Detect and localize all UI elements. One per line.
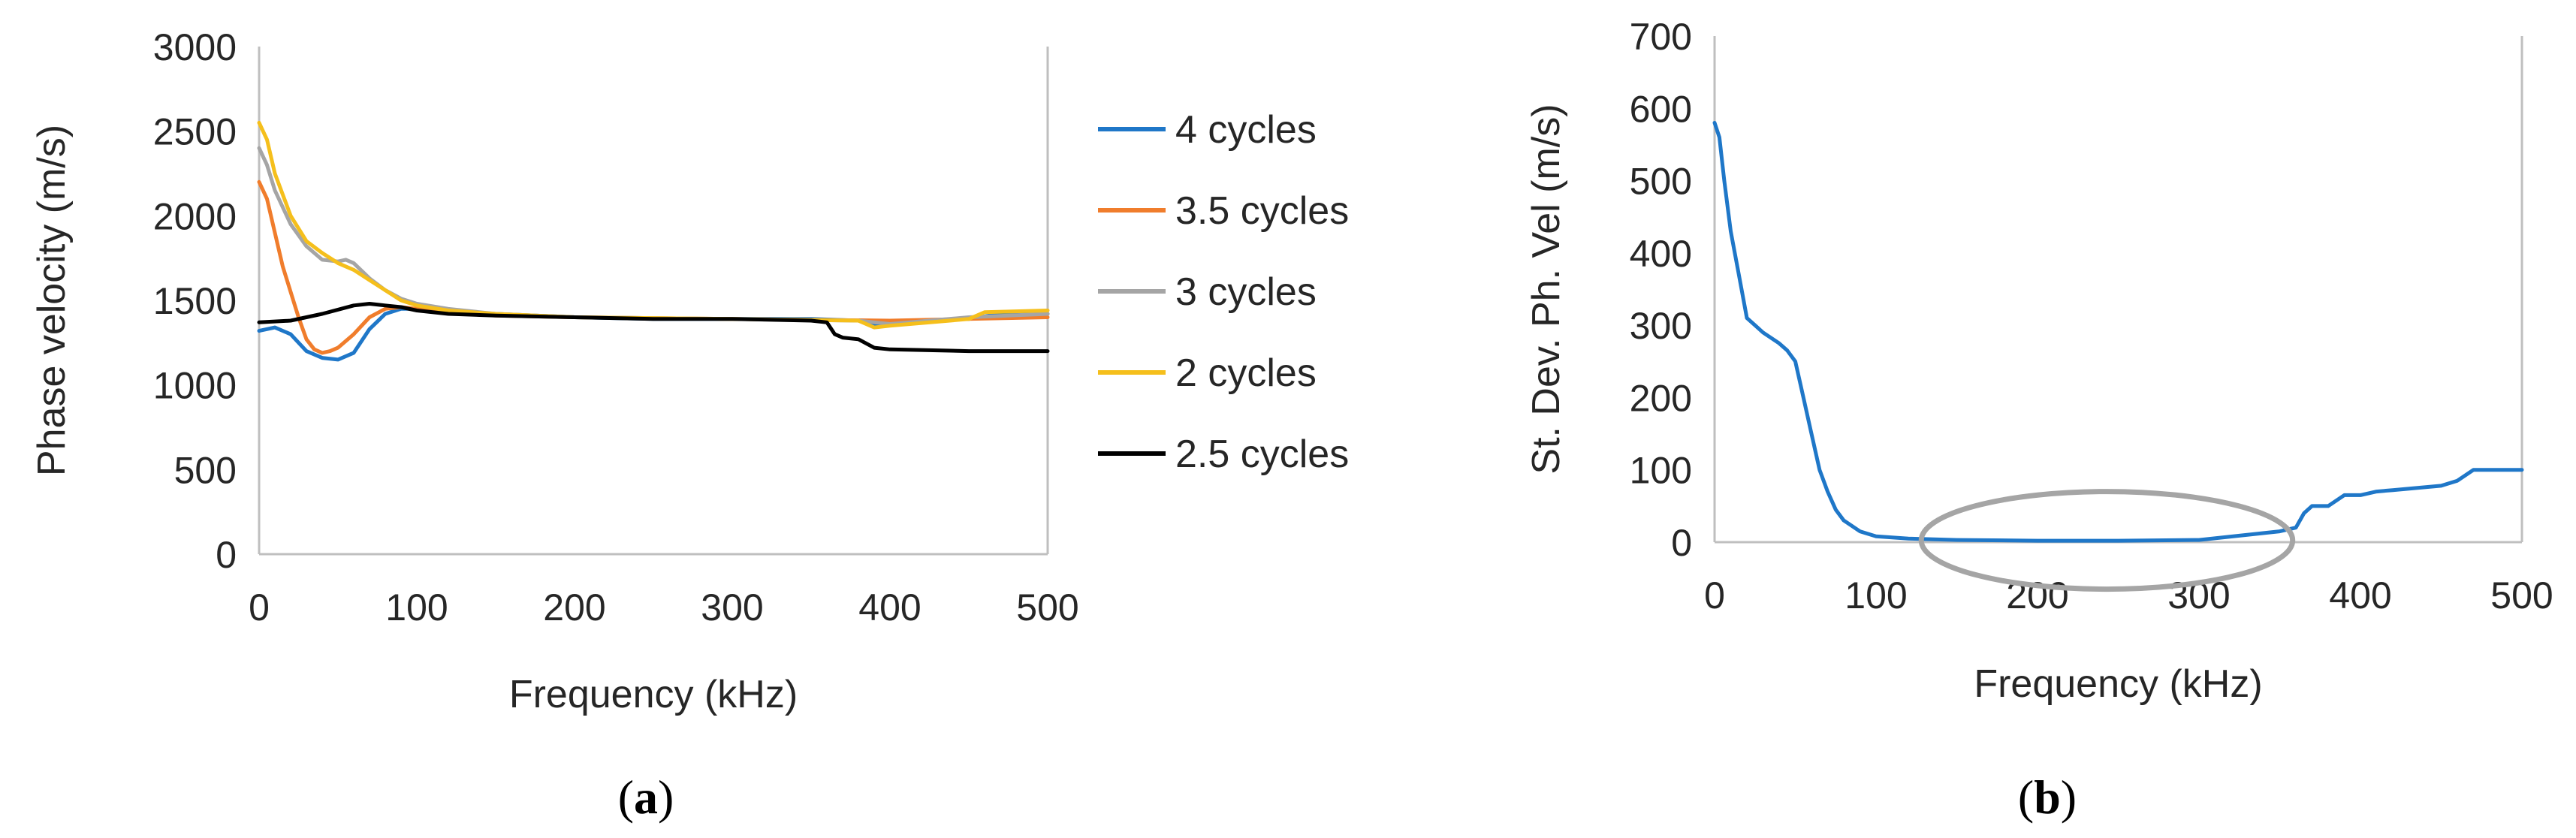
x-tick-label: 500 (1016, 586, 1078, 628)
y-tick-label: 400 (1630, 233, 1692, 275)
x-tick-label: 200 (543, 586, 605, 628)
legend-label: 3 cycles (1175, 270, 1317, 314)
legend-label: 3.5 cycles (1175, 189, 1349, 233)
y-tick-label: 2000 (153, 195, 237, 237)
panel-label-b: (b) (2018, 770, 2077, 824)
y-axis-title-a: Phase velocity (m/s) (30, 125, 74, 476)
y-axis-title-b: St. Dev. Ph. Vel (m/s) (1525, 104, 1568, 474)
y-tick-label: 300 (1630, 305, 1692, 347)
y-tick-label: 3000 (153, 26, 237, 68)
series-line-3-cycles (257, 146, 1050, 326)
series-line-2-5-cycles (257, 302, 1050, 354)
legend-label: 2 cycles (1175, 351, 1317, 395)
legend-label: 4 cycles (1175, 108, 1317, 152)
y-tick-label: 0 (216, 534, 237, 576)
x-tick-label: 0 (249, 586, 270, 628)
x-tick-label: 100 (1845, 574, 1907, 616)
y-tick-label: 200 (1630, 377, 1692, 419)
y-tick-label: 700 (1630, 16, 1692, 58)
panel-label-a-letter: a (634, 770, 658, 824)
x-tick-label: 300 (701, 586, 763, 628)
x-tick-label: 0 (1704, 574, 1725, 616)
y-tick-labels-b: 0 100 200 300 400 500 600 700 (1630, 16, 1692, 564)
y-tick-label: 0 (1671, 522, 1692, 564)
chart-a: 0 500 1000 1500 2000 2500 3000 0 100 200 300 400 50… (30, 26, 1349, 824)
x-tick-label: 100 (385, 586, 448, 628)
x-tick-labels-a: 0 100 200 300 400 500 (249, 586, 1079, 628)
highlight-ellipse-b (1918, 489, 2296, 592)
y-tick-label: 1000 (153, 365, 237, 407)
x-tick-label: 400 (2329, 574, 2391, 616)
series-group-b (1712, 121, 2524, 543)
panel-label-b-letter: b (2034, 770, 2061, 824)
y-tick-label: 2500 (153, 111, 237, 153)
x-axis-title-a: Frequency (kHz) (509, 673, 798, 716)
y-tick-label: 500 (1630, 161, 1692, 203)
series-line-2-cycles (257, 120, 1050, 330)
legend-a: 4 cycles 3.5 cycles 3 cycles 2 cycles 2.5 cy… (1098, 108, 1349, 476)
panel-label-a: (a) (618, 770, 674, 824)
x-tick-label: 500 (2490, 574, 2553, 616)
y-tick-label: 100 (1630, 450, 1692, 492)
series-group-a (257, 120, 1050, 362)
legend-label: 2.5 cycles (1175, 433, 1349, 476)
x-tick-label: 400 (858, 586, 921, 628)
x-axis-title-b: Frequency (kHz) (1974, 662, 2262, 706)
y-tick-label: 1500 (153, 280, 237, 322)
x-tick-labels-b: 0 100 200 300 400 500 (1704, 574, 2553, 616)
series-line-st-dev-ph-vel (1712, 121, 2524, 543)
y-tick-label: 600 (1630, 88, 1692, 130)
y-tick-label: 500 (174, 449, 237, 491)
series-line-3-5-cycles (257, 179, 1050, 355)
y-tick-labels-a: 0 500 1000 1500 2000 2500 3000 (153, 26, 237, 576)
